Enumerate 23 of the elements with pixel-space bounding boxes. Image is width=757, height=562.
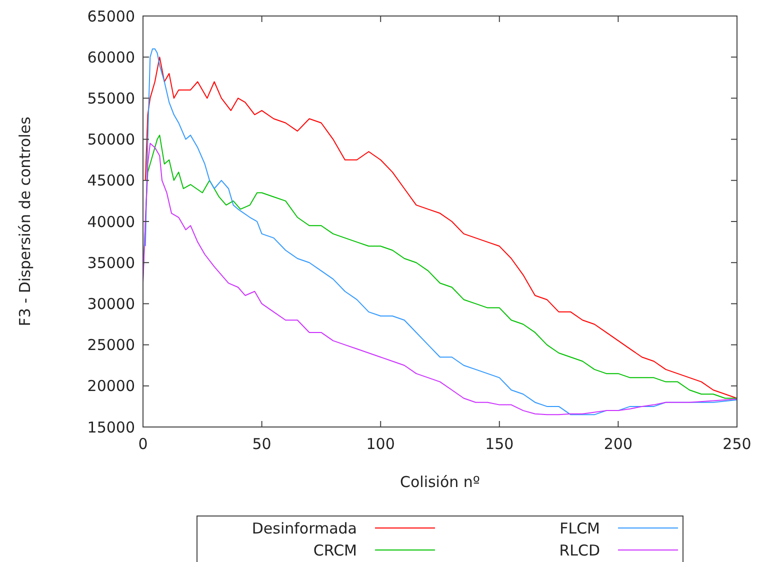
y-tick-label: 15000: [87, 418, 135, 436]
y-tick-label: 30000: [87, 294, 135, 313]
y-tick-label: 65000: [87, 7, 135, 26]
y-tick-label: 20000: [87, 377, 135, 396]
y-tick-label: 50000: [87, 130, 135, 149]
x-tick-label: 0: [138, 435, 148, 453]
x-tick-label: 150: [485, 435, 514, 453]
x-axis-title: Colisión nº: [400, 473, 480, 491]
y-tick-label: 60000: [87, 48, 135, 66]
legend-label: Desinformada: [252, 519, 357, 538]
x-tick-label: 100: [366, 435, 395, 453]
y-axis-title: F3 - Dispersión de controles: [16, 116, 34, 326]
y-tick-label: 40000: [87, 212, 135, 231]
x-tick-label: 50: [252, 435, 272, 453]
x-tick-label: 200: [604, 435, 633, 453]
legend-label: FLCM: [560, 519, 600, 538]
y-tick-label: 25000: [87, 336, 135, 354]
x-tick-label: 250: [722, 435, 752, 453]
y-tick-label: 35000: [87, 254, 135, 272]
legend-label: RLCD: [559, 541, 600, 560]
y-tick-label: 55000: [87, 89, 135, 108]
legend-label: CRCM: [313, 541, 357, 560]
y-tick-label: 45000: [87, 172, 135, 190]
